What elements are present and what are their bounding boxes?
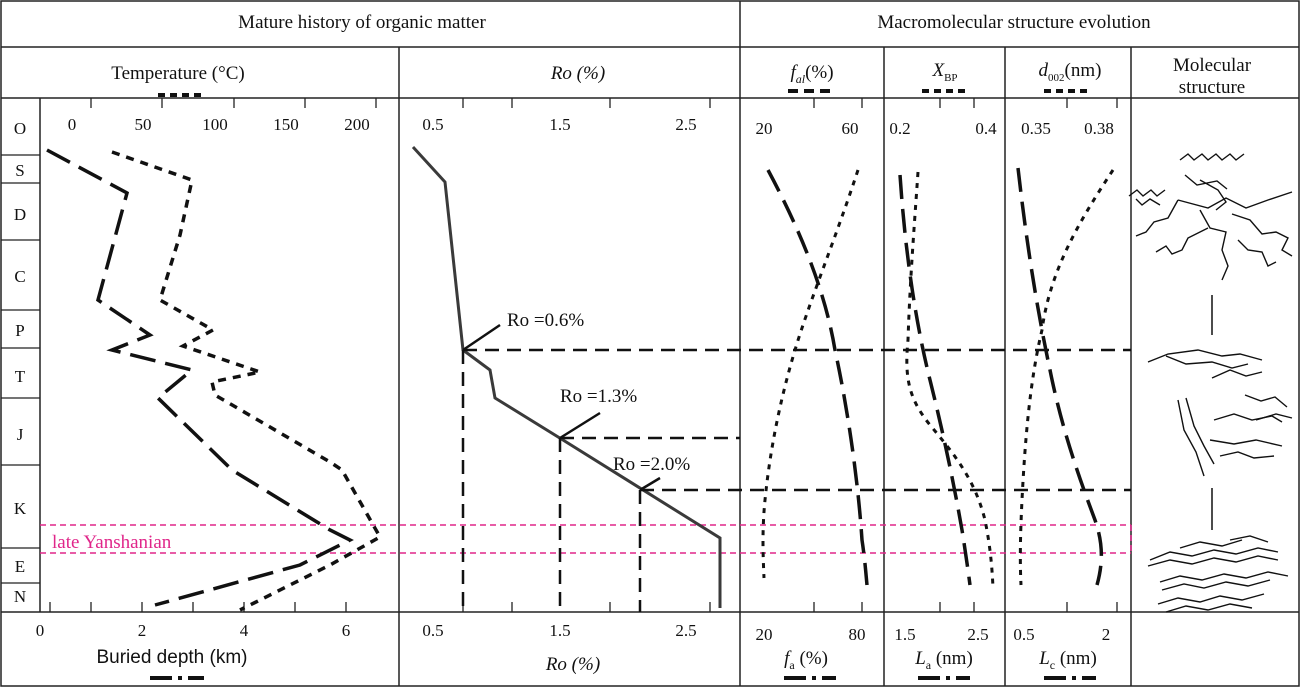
tick-label: 2.5 (967, 625, 988, 644)
tick-label: 1.5 (894, 625, 915, 644)
tick-label: 50 (135, 115, 152, 134)
ro13-annotation: Ro =1.3% (560, 386, 637, 407)
ro-curve (411, 145, 722, 608)
late-yanshanian-band (40, 524, 1132, 554)
molecular-title-2: structure (1179, 77, 1245, 98)
buried-depth-curve (46, 148, 354, 607)
period-label: S (15, 161, 24, 180)
temperature-title: Temperature (°C) (111, 63, 244, 84)
tick-label: 4 (240, 621, 249, 640)
svg-text:d002(nm): d002(nm) (1039, 60, 1102, 84)
ro06-annotation: Ro =0.6% (507, 310, 584, 331)
temperature-curve (111, 150, 383, 612)
molecular-structure-1-icon (1128, 153, 1293, 281)
xbp-curve (905, 171, 995, 589)
ro-title: Ro (%) (550, 63, 605, 84)
ro20-annotation: Ro =2.0% (613, 454, 690, 475)
ro-reference-lines (461, 348, 1131, 612)
tick-label: 2 (1102, 625, 1111, 644)
tick-label: 0.5 (422, 621, 443, 640)
tick-label: 0.38 (1084, 119, 1114, 138)
period-labels: O S D C P T J K E N (14, 119, 27, 606)
tick-label: 100 (202, 115, 228, 134)
fa-curve (766, 169, 869, 586)
fal-curve (761, 169, 860, 579)
tick-label: 6 (342, 621, 351, 640)
la-axis-label: La (nm) (914, 648, 973, 672)
period-label: J (17, 425, 24, 444)
la-curve (898, 174, 972, 586)
tick-label: 1.5 (549, 115, 570, 134)
tick-label: 0.2 (889, 119, 910, 138)
svg-text:La (nm): La (nm) (914, 648, 973, 672)
molecular-structure-3-icon (1147, 535, 1289, 613)
xbp-title: XBP (931, 60, 957, 84)
tick-label: 0.4 (975, 119, 997, 138)
period-label: P (15, 321, 24, 340)
d002-title: d002(nm) (1039, 60, 1102, 84)
tick-label: 80 (849, 625, 866, 644)
period-boundaries (1, 154, 40, 584)
period-label: O (14, 119, 26, 138)
lc-curve (1016, 167, 1104, 586)
molecular-structure-2-icon (1147, 349, 1293, 477)
top-ticks (90, 98, 1118, 108)
ro-pointer-lines (462, 323, 661, 492)
svg-text:fa (%): fa (%) (784, 648, 828, 672)
fal-title: fal(%) (790, 62, 833, 86)
svg-text:Lc (nm): Lc (nm) (1038, 648, 1097, 672)
tick-label: 0.35 (1021, 119, 1051, 138)
tick-label: 0 (68, 115, 77, 134)
bottom-ticks (49, 602, 1118, 612)
late-yanshanian-label: late Yanshanian (52, 532, 172, 553)
period-label: N (14, 587, 26, 606)
depth-axis-label: Buried depth (km) (96, 647, 247, 668)
period-label: K (14, 499, 27, 518)
tick-label: 0.5 (422, 115, 443, 134)
molecular-title-1: Molecular (1173, 55, 1252, 76)
tick-label: 0 (36, 621, 45, 640)
left-header: Mature history of organic matter (238, 12, 486, 33)
right-header: Macromolecular structure evolution (877, 12, 1151, 33)
tick-label: 60 (842, 119, 859, 138)
tick-label: 20 (756, 625, 773, 644)
svg-text:fal(%): fal(%) (790, 62, 833, 86)
fa-axis-label: fa (%) (784, 648, 828, 672)
tick-label: 20 (756, 119, 773, 138)
tick-label: 1.5 (549, 621, 570, 640)
ro-axis-label-bottom: Ro (%) (545, 654, 600, 675)
bottom-tick-labels: 0 2 4 6 0.5 1.5 2.5 20 80 1.5 2.5 0.5 2 (36, 621, 1111, 644)
period-label: T (15, 367, 26, 386)
tick-label: 200 (344, 115, 370, 134)
svg-text:XBP: XBP (931, 60, 957, 84)
period-label: E (15, 557, 25, 576)
top-tick-labels: 0 50 100 150 200 0.5 1.5 2.5 20 60 0.2 0… (68, 115, 1114, 138)
period-label: C (14, 267, 25, 286)
tick-label: 2.5 (675, 621, 696, 640)
tick-label: 0.5 (1013, 625, 1034, 644)
tick-label: 150 (273, 115, 299, 134)
tick-label: 2 (138, 621, 147, 640)
tick-label: 2.5 (675, 115, 696, 134)
period-label: D (14, 205, 26, 224)
d002-curve (1018, 169, 1115, 586)
lc-axis-label: Lc (nm) (1038, 648, 1097, 672)
